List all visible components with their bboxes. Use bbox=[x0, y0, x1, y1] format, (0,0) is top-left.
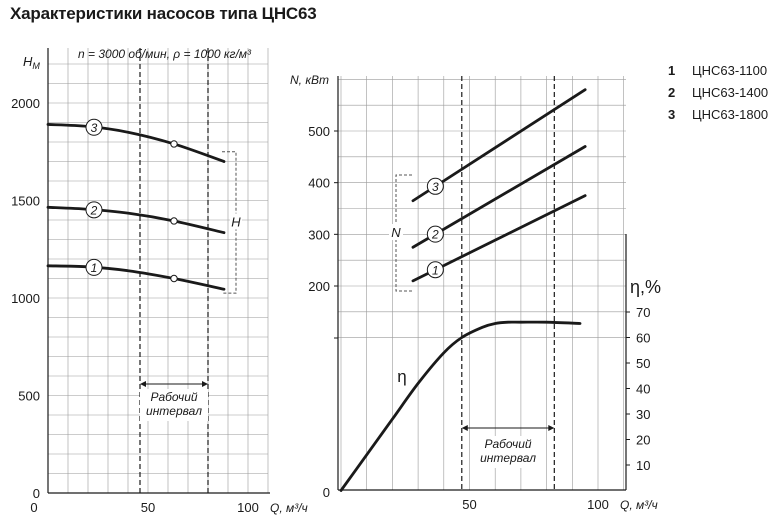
legend-item-2: 2 ЦНС63-1400 bbox=[668, 82, 768, 104]
legend-num: 2 bbox=[668, 85, 676, 100]
y-tick-label-head: 0 bbox=[33, 486, 40, 501]
y-tick-label-head: 2000 bbox=[11, 96, 40, 111]
y-tick-label-power: 400 bbox=[308, 176, 330, 191]
legend: 1 ЦНС63-1100 2 ЦНС63-1400 3 ЦНС63-1800 bbox=[668, 60, 768, 126]
y-tick-label-efficiency: 30 bbox=[636, 407, 650, 422]
y-tick-label-efficiency: 20 bbox=[636, 433, 650, 448]
working-interval-label: интервал bbox=[146, 404, 202, 418]
power-bracket bbox=[395, 174, 412, 292]
power-bracket-label: N bbox=[391, 225, 401, 240]
working-interval-label: Рабочий bbox=[484, 437, 531, 451]
y-tick-label-efficiency: 60 bbox=[636, 331, 650, 346]
head-curve-label: 3 bbox=[91, 121, 98, 135]
y-tick-label-efficiency: 50 bbox=[636, 356, 650, 371]
legend-label: ЦНС63-1800 bbox=[692, 107, 769, 122]
y-axis-label-power: N, кВт bbox=[290, 73, 329, 87]
y-tick-label-head: 1000 bbox=[11, 291, 40, 306]
operating-point-marker bbox=[170, 274, 178, 283]
x-tick-label-power: 50 bbox=[462, 497, 476, 512]
x-tick-label-head: 0 bbox=[30, 500, 37, 515]
power-line-label: 2 bbox=[431, 228, 439, 242]
arrow-head-right bbox=[202, 381, 208, 387]
y-tick-label-head: 500 bbox=[18, 389, 40, 404]
y-tick-label-efficiency: 10 bbox=[636, 458, 650, 473]
y-tick-label-power: 200 bbox=[308, 279, 330, 294]
arrow-head-left bbox=[140, 381, 146, 387]
working-interval-label-bg bbox=[474, 436, 543, 468]
head-curve-label: 1 bbox=[91, 261, 98, 275]
x-tick-label-power: 100 bbox=[587, 497, 609, 512]
efficiency-curve-label: η bbox=[397, 367, 406, 386]
power-line-label-circle bbox=[426, 225, 444, 243]
arrow-head-left bbox=[461, 425, 468, 431]
y-tick-label-head: 1500 bbox=[11, 194, 40, 209]
x-axis-label-head: Q, м³/ч bbox=[270, 501, 308, 515]
head-bracket-label: H bbox=[231, 214, 241, 229]
head-curve-2 bbox=[46, 205, 226, 235]
y-axis-label-head: HМ bbox=[23, 54, 40, 71]
operating-point-marker bbox=[170, 140, 178, 148]
efficiency-curve bbox=[339, 320, 582, 492]
head-curve-3 bbox=[46, 123, 226, 163]
working-interval-label-bg bbox=[140, 389, 208, 421]
working-interval-label: интервал bbox=[480, 451, 536, 465]
power-bracket-label-bg bbox=[389, 224, 403, 240]
legend-item-3: 3 ЦНС63-1800 bbox=[668, 104, 768, 126]
head-curve-label-circle bbox=[85, 201, 103, 219]
x-tick-label-head: 100 bbox=[237, 500, 259, 515]
x-tick-label-head: 50 bbox=[141, 500, 155, 515]
power-line-label: 1 bbox=[432, 263, 439, 277]
page-title: Характеристики насосов типа ЦНС63 bbox=[10, 4, 317, 23]
y-tick-label-efficiency: 40 bbox=[636, 382, 650, 397]
y-tick-label-efficiency: 70 bbox=[636, 305, 650, 320]
head-bracket bbox=[222, 151, 237, 294]
head-curve-1 bbox=[46, 264, 226, 291]
y-tick-label-power: 300 bbox=[308, 227, 330, 242]
operating-point-marker bbox=[170, 217, 178, 225]
legend-num: 3 bbox=[668, 107, 676, 122]
working-interval-label: Рабочий bbox=[150, 390, 197, 404]
power-line-label-circle bbox=[426, 177, 444, 195]
y-tick-label-power: 500 bbox=[308, 124, 330, 139]
power-line-label: 3 bbox=[432, 180, 439, 194]
head-curve-label-circle bbox=[85, 258, 103, 276]
legend-num: 1 bbox=[668, 63, 676, 78]
head-curve-label: 2 bbox=[90, 203, 98, 217]
head-chart-grid bbox=[47, 48, 270, 494]
chart-subtitle: n = 3000 об/мин, ρ = 1000 кг/м³ bbox=[78, 47, 252, 61]
y-axis-label-efficiency: η,% bbox=[630, 277, 661, 297]
power-line-label-circle bbox=[426, 261, 444, 279]
x-origin-label-power: 0 bbox=[323, 485, 330, 500]
arrow-head-right bbox=[548, 425, 555, 431]
head-curve-label-circle bbox=[85, 118, 103, 136]
legend-item-1: 1 ЦНС63-1100 bbox=[668, 60, 768, 82]
head-bracket-label-bg bbox=[230, 213, 242, 230]
x-axis-label-power: Q, м³/ч bbox=[620, 498, 658, 512]
power-chart-grid bbox=[337, 76, 627, 491]
legend-label: ЦНС63-1400 bbox=[692, 85, 769, 100]
legend-label: ЦНС63-1100 bbox=[692, 63, 768, 78]
